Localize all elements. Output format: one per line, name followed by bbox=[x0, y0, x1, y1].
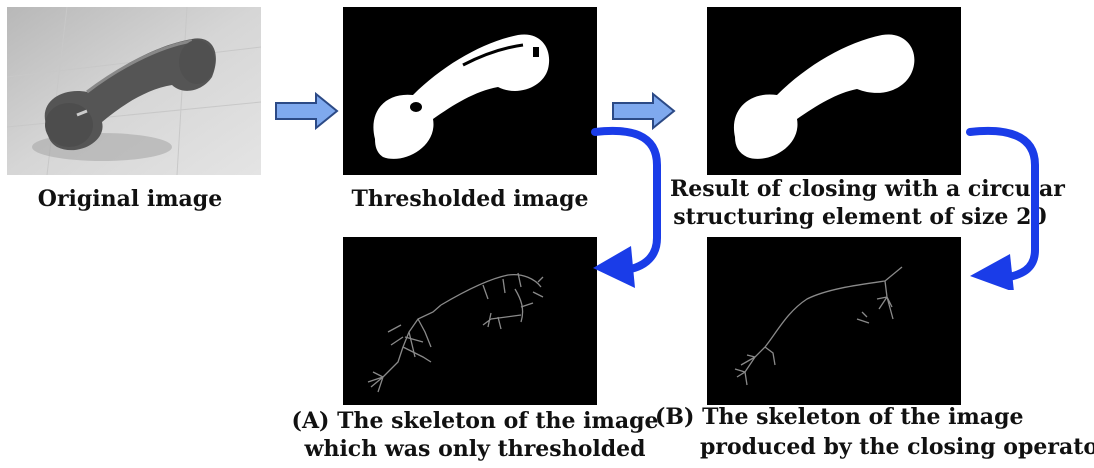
caption-a-line1: (A) The skeleton of the image bbox=[291, 408, 659, 434]
curved-arrow-a bbox=[585, 120, 675, 290]
caption-original: Original image bbox=[37, 186, 223, 212]
thresholded-image bbox=[343, 7, 597, 175]
curved-arrow-b bbox=[960, 120, 1050, 290]
closing-result-image bbox=[707, 7, 961, 175]
caption-thresholded: Thresholded image bbox=[351, 186, 589, 212]
caption-closing-line2: structuring element of size 20 bbox=[673, 204, 1047, 230]
skeleton-b-image bbox=[707, 237, 961, 405]
right-arrow-icon bbox=[611, 92, 677, 130]
caption-a-line2: which was only thresholded bbox=[304, 436, 646, 462]
caption-closing-line1: Result of closing with a circular bbox=[670, 176, 1065, 202]
original-image bbox=[7, 7, 261, 175]
right-arrow-icon bbox=[274, 92, 340, 130]
caption-b-line2: produced by the closing operator bbox=[700, 434, 1094, 460]
caption-b-line1: (B) The skeleton of the image bbox=[655, 404, 1024, 430]
skeleton-a-image bbox=[343, 237, 597, 405]
